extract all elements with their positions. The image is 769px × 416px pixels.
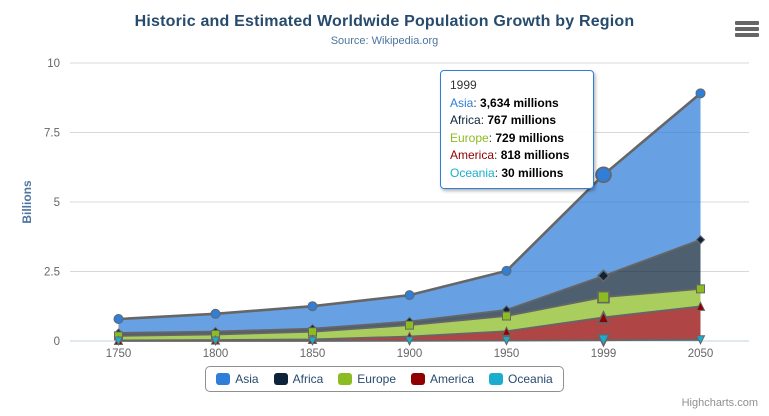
legend-swatch-america xyxy=(411,373,425,385)
legend-swatch-oceania xyxy=(489,373,504,385)
legend-label: America xyxy=(430,372,475,386)
tooltip: 1999 Asia: 3,634 millions Africa: 767 mil… xyxy=(440,70,594,189)
tooltip-row-america: America: 818 millions xyxy=(450,148,570,162)
chart-subtitle: Source: Wikipedia.org xyxy=(330,35,439,47)
x-axis-label: 1750 xyxy=(106,348,132,360)
marker-asia-1750[interactable] xyxy=(113,314,124,325)
marker-oceania-1750[interactable] xyxy=(113,336,124,347)
marker-asia-2050[interactable] xyxy=(695,88,706,99)
marker-europe-1900[interactable] xyxy=(405,320,414,330)
legend-label: Asia xyxy=(235,372,259,386)
series-area-africa[interactable] xyxy=(118,239,701,336)
legend-swatch-asia xyxy=(216,373,231,385)
legend-item-europe[interactable]: Europe xyxy=(338,372,396,386)
marker-america-1950[interactable] xyxy=(501,326,512,336)
marker-asia-1800[interactable] xyxy=(210,308,221,319)
marker-europe-1999[interactable] xyxy=(597,290,610,304)
y-axis-label: 0 xyxy=(54,336,60,348)
legend-label: Africa xyxy=(292,372,324,386)
legend-item-america[interactable]: America xyxy=(411,372,474,386)
marker-asia-1999[interactable] xyxy=(595,166,612,184)
x-axis-label: 1950 xyxy=(494,348,520,360)
marker-america-1999[interactable] xyxy=(596,310,611,324)
legend-label: Europe xyxy=(357,372,396,386)
x-axis-label: 1800 xyxy=(203,348,229,360)
legend-item-oceania[interactable]: Oceania xyxy=(489,372,553,386)
legend-item-africa[interactable]: Africa xyxy=(273,372,324,386)
marker-asia-1900[interactable] xyxy=(404,290,415,301)
legend-item-asia[interactable]: Asia xyxy=(216,372,259,386)
tooltip-row-africa: Africa: 767 millions xyxy=(450,113,557,127)
marker-oceania-1900[interactable] xyxy=(404,336,415,346)
marker-africa-1999[interactable] xyxy=(596,269,611,283)
legend-box: Asia Africa Europe America Oceania xyxy=(205,366,564,392)
series-area-asia[interactable] xyxy=(118,93,701,333)
marker-oceania-1800[interactable] xyxy=(210,336,221,347)
legend-label: Oceania xyxy=(508,372,553,386)
marker-america-2050[interactable] xyxy=(695,301,706,311)
y-axis-label: 2.5 xyxy=(44,267,60,279)
legend-swatch-europe xyxy=(338,373,353,385)
legend-swatch-africa xyxy=(273,373,288,385)
marker-oceania-1850[interactable] xyxy=(307,336,318,347)
export-menu-button[interactable] xyxy=(735,21,759,37)
legend: Asia Africa Europe America Oceania xyxy=(0,366,769,392)
y-axis-label: 5 xyxy=(54,197,60,209)
marker-europe-1950[interactable] xyxy=(502,311,511,321)
marker-asia-1950[interactable] xyxy=(501,265,512,276)
chart-title: Historic and Estimated Worldwide Populat… xyxy=(134,13,635,30)
x-axis-label: 1999 xyxy=(591,348,617,360)
marker-africa-2050[interactable] xyxy=(695,235,706,245)
tooltip-header: 1999 xyxy=(450,78,477,92)
x-axis-label: 1850 xyxy=(300,348,326,360)
marker-europe-2050[interactable] xyxy=(696,284,705,294)
tooltip-rows: Asia: 3,634 millions Africa: 767 millions… xyxy=(450,95,584,183)
y-axis-label: 7.5 xyxy=(44,128,60,140)
tooltip-row-europe: Europe: 729 millions xyxy=(450,130,565,145)
hamburger-menu-icon xyxy=(735,21,759,25)
credits-link[interactable]: Highcharts.com xyxy=(681,397,758,409)
y-axis-label: 10 xyxy=(47,58,60,70)
series-area-america[interactable] xyxy=(118,306,701,341)
marker-oceania-1999[interactable] xyxy=(596,333,611,348)
tooltip-row-asia: Asia: 3,634 millions xyxy=(450,95,559,110)
marker-oceania-2050[interactable] xyxy=(695,335,706,345)
tooltip-row-oceania: Oceania: 30 millions xyxy=(450,165,564,180)
x-axis-label: 1900 xyxy=(397,348,423,360)
x-axis-label: 2050 xyxy=(688,348,714,360)
y-axis-title: Billions xyxy=(20,180,34,224)
marker-oceania-1950[interactable] xyxy=(501,336,512,346)
marker-asia-1850[interactable] xyxy=(307,301,318,312)
